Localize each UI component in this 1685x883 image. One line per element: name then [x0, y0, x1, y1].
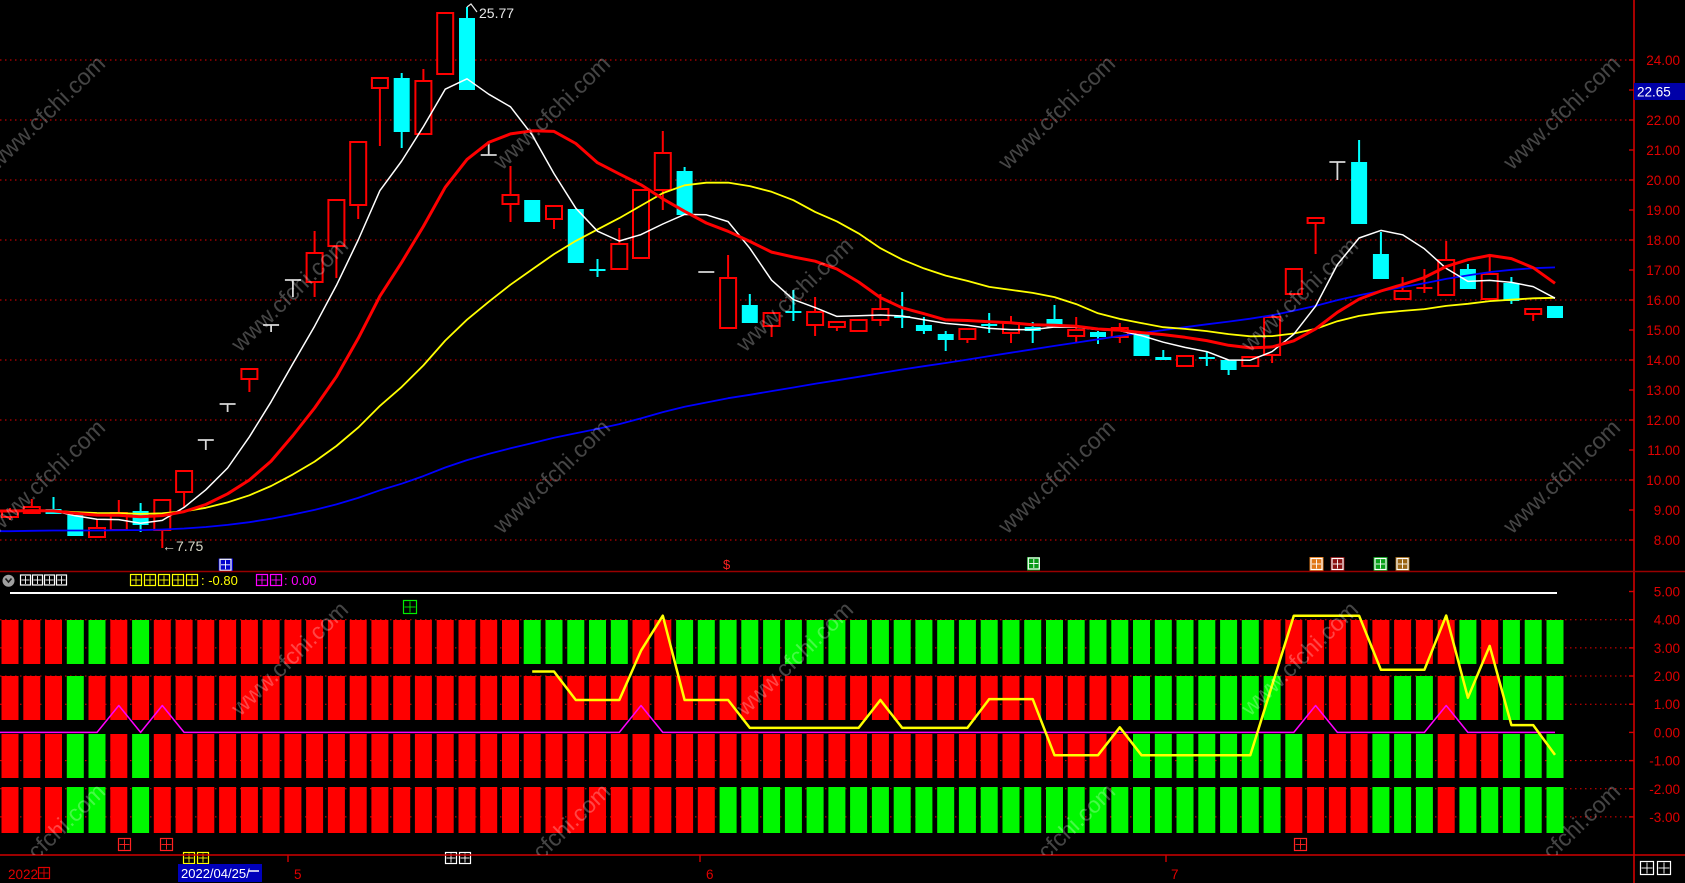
svg-text:19.00: 19.00 — [1646, 203, 1680, 218]
svg-text:3.00: 3.00 — [1654, 641, 1680, 656]
svg-text:21.00: 21.00 — [1646, 143, 1680, 158]
svg-text:1.00: 1.00 — [1654, 697, 1680, 712]
svg-text:25.77: 25.77 — [479, 5, 514, 21]
svg-text:-3.00: -3.00 — [1649, 810, 1680, 825]
svg-text:20.00: 20.00 — [1646, 173, 1680, 188]
svg-text:2022/04/25/: 2022/04/25/ — [181, 866, 250, 881]
svg-text:2.00: 2.00 — [1654, 669, 1680, 684]
svg-text:24.00: 24.00 — [1646, 53, 1680, 68]
svg-text:11.00: 11.00 — [1647, 443, 1680, 458]
svg-text:12.00: 12.00 — [1646, 413, 1680, 428]
svg-text:9.00: 9.00 — [1654, 503, 1680, 518]
svg-text:5.00: 5.00 — [1654, 585, 1680, 600]
svg-text:16.00: 16.00 — [1646, 293, 1680, 308]
svg-text:10.00: 10.00 — [1646, 473, 1680, 488]
svg-text:7: 7 — [1171, 867, 1179, 882]
svg-text:-1.00: -1.00 — [1649, 754, 1680, 769]
svg-text:22.65: 22.65 — [1637, 85, 1671, 100]
svg-text:14.00: 14.00 — [1646, 353, 1680, 368]
svg-text:: -0.80: : -0.80 — [201, 573, 238, 588]
svg-text:: 0.00: : 0.00 — [284, 573, 317, 588]
svg-text:2022: 2022 — [8, 867, 38, 882]
svg-text:22.00: 22.00 — [1646, 113, 1680, 128]
svg-text:15.00: 15.00 — [1646, 323, 1680, 338]
svg-text:-2.00: -2.00 — [1649, 782, 1680, 797]
svg-text:13.00: 13.00 — [1646, 383, 1680, 398]
svg-text:$: $ — [723, 557, 731, 572]
svg-text:8.00: 8.00 — [1654, 533, 1680, 548]
svg-text:4.00: 4.00 — [1654, 613, 1680, 628]
svg-text:0.00: 0.00 — [1654, 725, 1680, 740]
svg-text:18.00: 18.00 — [1646, 233, 1680, 248]
svg-text:5: 5 — [294, 867, 302, 882]
svg-text:17.00: 17.00 — [1646, 263, 1680, 278]
svg-text:6: 6 — [706, 867, 714, 882]
svg-text:←7.75: ←7.75 — [162, 538, 203, 554]
